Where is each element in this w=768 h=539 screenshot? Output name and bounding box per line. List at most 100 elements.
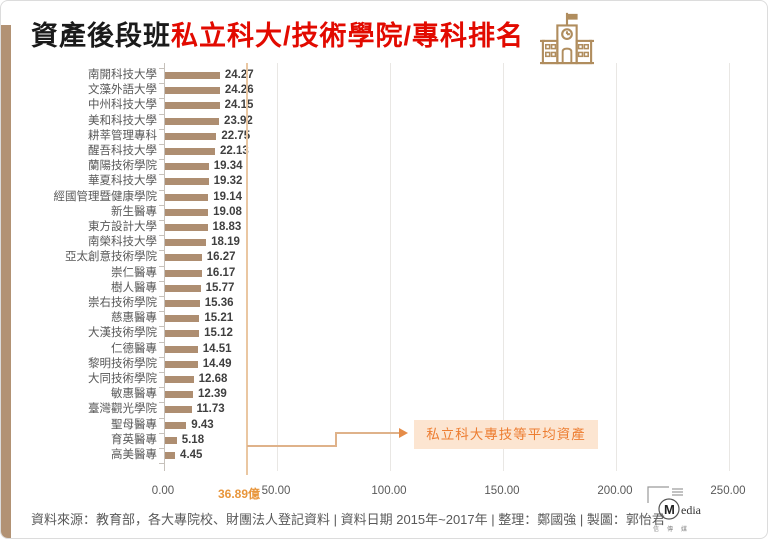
chart-row: 美和科技大學 23.92: [1, 114, 767, 129]
bar: [165, 284, 201, 292]
value-label: 9.43: [191, 418, 214, 431]
value-label: 5.18: [181, 433, 205, 446]
bar: [165, 193, 209, 201]
y-axis-tick: [159, 144, 164, 145]
callout-arrow-icon: [399, 428, 408, 438]
value-label: 16.17: [206, 266, 236, 279]
y-axis-tick: [159, 250, 164, 252]
chart-row: 育英醫專 5.18: [1, 433, 767, 448]
value-label: 18.19: [211, 236, 240, 249]
y-axis-tick: [159, 387, 164, 389]
y-axis-tick: [159, 235, 164, 237]
category-label: 中州科技大學: [88, 99, 157, 112]
y-axis-tick: [159, 372, 164, 373]
bar: [165, 148, 215, 155]
category-label: 大同技術學院: [88, 373, 157, 385]
y-axis-tick: [159, 128, 164, 130]
y-axis-line: [164, 63, 165, 471]
y-axis-tick: [159, 402, 164, 404]
chart-gridline: [277, 63, 278, 471]
category-label: 亞太創意技術學院: [65, 251, 157, 264]
bar: [165, 178, 209, 186]
chart-row: 亞太創意技術學院 16.27: [1, 250, 767, 265]
value-label: 15.36: [204, 297, 234, 309]
category-label: 大漢技術學院: [88, 327, 157, 340]
bar: [165, 315, 200, 323]
y-axis-tick: [159, 463, 164, 465]
y-axis-tick: [159, 68, 164, 69]
x-axis-tick-label: 150.00: [484, 485, 520, 497]
category-label: 高美醫專: [111, 449, 157, 461]
y-axis-tick: [159, 311, 164, 313]
callout-connector-line: [335, 432, 399, 434]
category-label: 東方設計大學: [88, 221, 157, 233]
chart-gridline: [729, 63, 730, 471]
chart-row: 經國管理暨健康學院 19.14: [1, 190, 767, 205]
bar: [165, 391, 193, 399]
value-label: 24.26: [224, 84, 254, 97]
bar: [165, 102, 220, 110]
school-building-icon: [540, 12, 594, 65]
chart-row: 文藻外語大學 24.26: [1, 83, 767, 98]
x-axis-tick-label: 50.00: [261, 485, 291, 497]
value-label: 19.08: [213, 205, 242, 218]
y-axis-tick: [159, 98, 164, 100]
y-axis-tick: [159, 280, 164, 282]
x-axis-tick-label: 250.00: [710, 485, 746, 497]
chart-gridline: [503, 63, 504, 471]
bar: [165, 117, 220, 125]
chart-row: 大同技術學院 12.68: [1, 372, 767, 387]
value-label: 19.32: [213, 175, 243, 188]
bar: [165, 239, 207, 247]
y-axis-tick: [159, 356, 164, 358]
category-label: 臺灣觀光學院: [88, 403, 157, 416]
logo-initial: M: [664, 502, 675, 517]
chart-row: 高美醫專 4.45: [1, 448, 767, 463]
value-label: 19.34: [213, 160, 243, 173]
chart-row: 東方設計大學 18.83: [1, 220, 767, 235]
chart-row: 聖母醫專 9.43: [1, 418, 767, 433]
y-axis-tick: [159, 341, 164, 343]
value-label: 12.39: [198, 388, 227, 401]
category-label: 聖母醫專: [111, 418, 157, 431]
value-label: 24.27: [224, 69, 254, 81]
x-axis-tick-label: 100.00: [371, 485, 407, 497]
chart-row: 崇仁醫專 16.17: [1, 266, 767, 281]
y-axis-tick: [159, 265, 164, 267]
x-axis-tick-label: 200.00: [597, 485, 633, 497]
bar: [165, 224, 208, 231]
chart-row: 華夏科技大學 19.32: [1, 174, 767, 189]
bar: [165, 208, 209, 216]
y-axis-tick: [159, 174, 164, 176]
y-axis-tick: [159, 83, 164, 85]
value-label: 15.21: [204, 312, 234, 325]
category-label: 經國管理暨健康學院: [53, 190, 158, 203]
chart-row: 蘭陽技術學院 19.34: [1, 159, 767, 174]
category-label: 樹人醫專: [111, 281, 157, 294]
bar: [165, 330, 200, 338]
y-axis-tick: [159, 220, 164, 221]
category-label: 新生醫專: [111, 205, 157, 218]
category-label: 黎明技術學院: [88, 357, 157, 370]
category-label: 美和科技大學: [88, 114, 157, 127]
title-black-segment: 資產後段班: [31, 21, 171, 51]
chart-row: 敏惠醫專 12.39: [1, 387, 767, 402]
value-label: 24.15: [224, 99, 254, 112]
page-title: 資產後段班私立科大/技術學院/專科排名: [31, 14, 524, 53]
chart-row: 慈惠醫專 15.21: [1, 311, 767, 326]
y-axis-tick: [159, 326, 164, 328]
callout-connector-line: [247, 445, 336, 447]
value-label: 22.75: [221, 129, 251, 142]
chart-row: 崇右技術學院 15.36: [1, 296, 767, 311]
category-label: 慈惠醫專: [111, 312, 157, 325]
chart-row: 大漢技術學院 15.12: [1, 326, 767, 341]
category-label: 敏惠醫專: [111, 388, 157, 401]
left-accent-strip: [1, 25, 11, 538]
category-label: 耕莘管理專科: [88, 129, 157, 142]
value-label: 4.45: [180, 449, 203, 461]
y-axis-tick: [159, 204, 164, 206]
bar: [165, 163, 209, 171]
y-axis-tick: [159, 448, 164, 449]
chart-row: 仁德醫專 14.51: [1, 342, 767, 357]
